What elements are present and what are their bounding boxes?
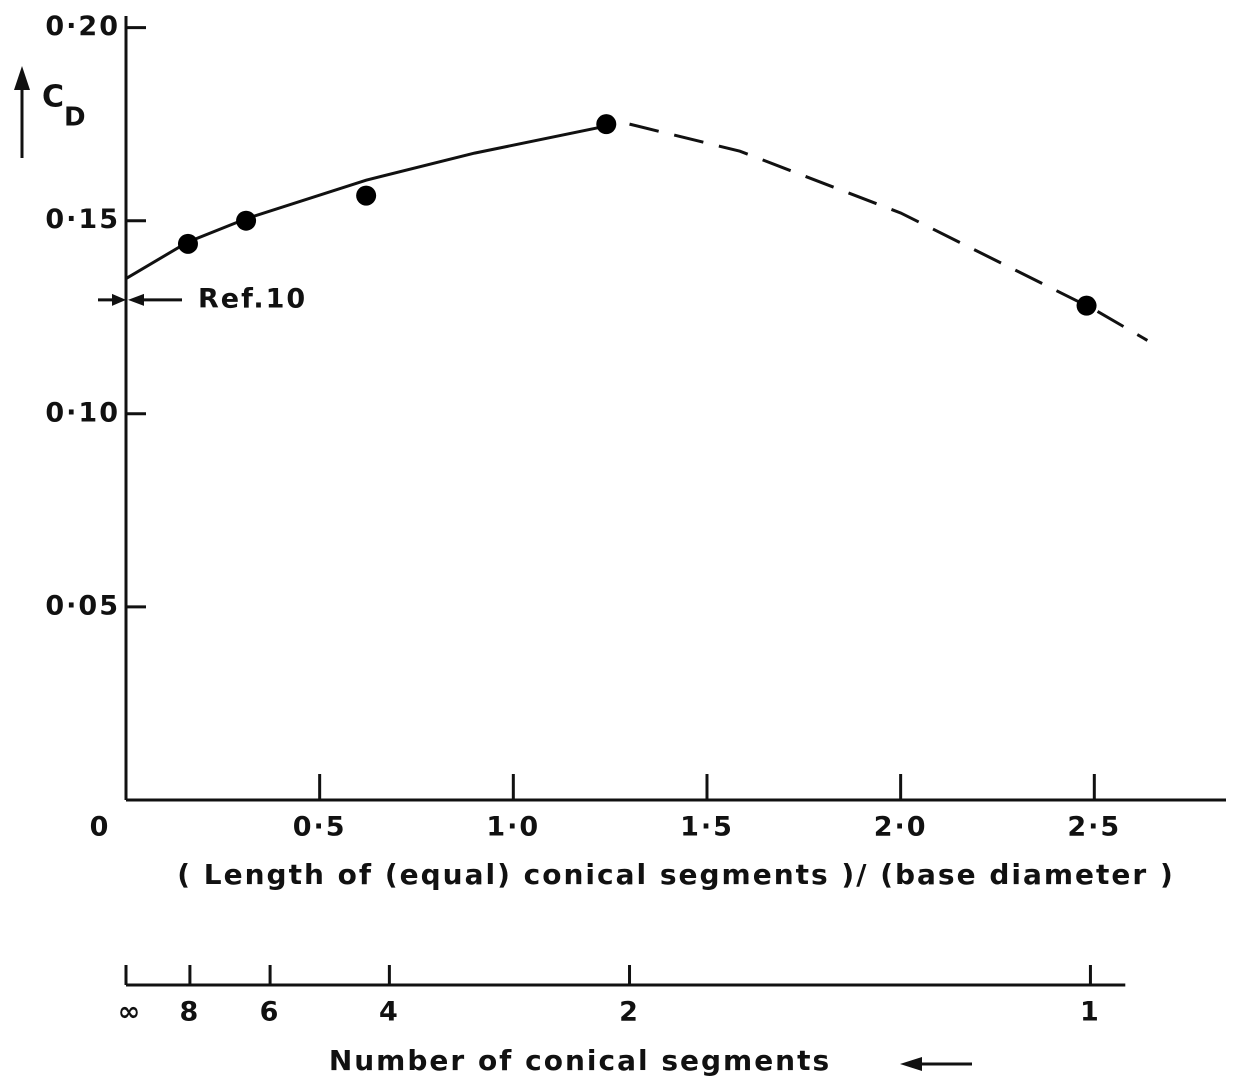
y-arrowhead [14,66,30,90]
x2-label: Number of conical segments [329,1044,831,1077]
data-point [1076,295,1097,316]
x-tick-label: 2·5 [1067,812,1121,843]
x-tick-label: 0·5 [293,812,347,843]
x-label: ( Length of (equal) conical segments )/ … [177,858,1175,891]
curve [629,122,1149,342]
x2-arrowhead [900,1057,922,1071]
y-label: C [42,80,66,115]
x2-tick-label: 4 [379,997,400,1028]
data-point [177,233,198,254]
x2-tick-label: 8 [180,997,201,1028]
x-tick-label: 0 [90,812,111,843]
x2-tick-label: 6 [260,997,281,1028]
y-tick-label: 0·15 [45,204,120,235]
data-point [236,210,257,231]
ref-arrowhead [128,293,144,306]
ref-arrowhead [112,293,126,306]
y-tick-label: 0·20 [45,11,120,42]
x2-tick-label: 2 [619,997,640,1028]
y-tick-label: 0·10 [45,397,120,428]
y-label-sub: D [64,103,88,133]
x2-tick-label: 1 [1080,997,1101,1028]
curve [125,124,607,280]
y-tick-label: 0·05 [45,590,120,621]
x2-tick-label: ∞ [118,997,143,1028]
x-tick-label: 1·5 [680,812,734,843]
x-tick-label: 2·0 [874,812,928,843]
data-point [596,114,617,135]
annotation: Ref.10 [198,283,307,314]
data-point [356,185,377,206]
x-tick-label: 1·0 [486,812,540,843]
